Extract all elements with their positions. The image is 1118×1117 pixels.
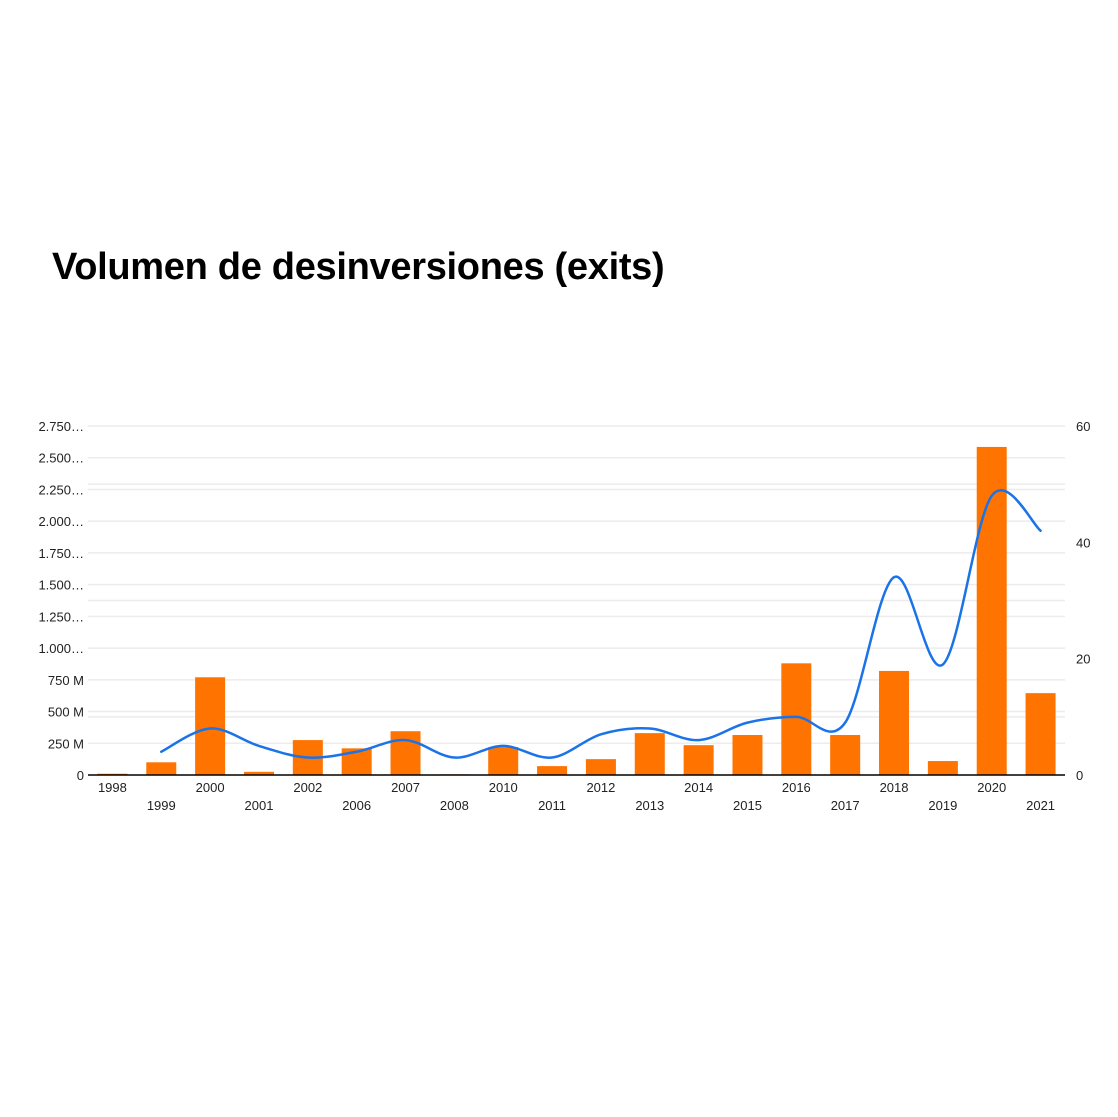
bar-2011 [537, 766, 568, 775]
x-axis-tick-label: 1998 [98, 780, 127, 795]
left-axis-tick-label: 1.500… [38, 578, 84, 593]
right-axis-tick-label: 0 [1076, 768, 1083, 783]
bar-2017 [830, 735, 861, 775]
bar-1999 [146, 762, 177, 775]
right-axis-tick-label: 20 [1076, 652, 1090, 667]
bar-2001 [243, 771, 274, 775]
left-axis-tick-label: 2.500… [38, 451, 84, 466]
x-axis-tick-label: 2002 [293, 780, 322, 795]
x-axis-tick-label: 1999 [147, 798, 176, 813]
left-axis-tick-label: 500 M [48, 705, 84, 720]
x-axis-tick-label: 2019 [928, 798, 957, 813]
line-series [160, 489, 1042, 759]
x-axis-tick-label: 2021 [1026, 798, 1055, 813]
bar-2019 [927, 761, 958, 775]
bar-2013 [634, 733, 665, 775]
x-axis-tick-label: 2016 [782, 780, 811, 795]
bar-2018 [879, 670, 910, 775]
left-axis-tick-label: 0 [77, 768, 84, 783]
x-axis-tick-label: 2010 [489, 780, 518, 795]
x-axis-tick-label: 2013 [635, 798, 664, 813]
left-axis-tick-label: 1.750… [38, 546, 84, 561]
x-axis-tick-label: 2017 [831, 798, 860, 813]
x-axis-tick-label: 2008 [440, 798, 469, 813]
x-axis-tick-label: 2000 [196, 780, 225, 795]
x-axis-tick-label: 2014 [684, 780, 713, 795]
x-axis-tick-label: 2012 [586, 780, 615, 795]
x-axis-tick-label: 2015 [733, 798, 762, 813]
bar-2000 [195, 677, 226, 775]
left-axis-tick-label: 1.000… [38, 641, 84, 656]
bar-2015 [732, 735, 763, 775]
right-axis-tick-label: 60 [1076, 419, 1090, 434]
bar-2021 [1025, 693, 1056, 775]
bar-2007 [390, 731, 421, 775]
x-axis-tick-label: 2011 [538, 798, 566, 813]
left-axis-tick-label: 750 M [48, 673, 84, 688]
x-axis-tick-label: 2001 [245, 798, 274, 813]
bar-2010 [488, 747, 519, 775]
bar-2012 [585, 759, 616, 775]
chart-title: Volumen de desinversiones (exits) [52, 246, 665, 288]
x-axis-tick-label: 2007 [391, 780, 420, 795]
left-axis-tick-label: 1.250… [38, 609, 84, 624]
right-axis-tick-label: 40 [1076, 535, 1090, 550]
left-axis-tick-label: 2.250… [38, 482, 84, 497]
x-axis-tick-label: 2006 [342, 798, 371, 813]
left-axis-tick-label: 250 M [48, 736, 84, 751]
x-axis-tick-label: 2018 [880, 780, 909, 795]
left-axis-tick-label: 2.000… [38, 514, 84, 529]
bar-2014 [683, 745, 714, 775]
bar-2020 [976, 446, 1007, 775]
x-axis-tick-label: 2020 [977, 780, 1006, 795]
left-axis-tick-label: 2.750… [38, 419, 84, 434]
